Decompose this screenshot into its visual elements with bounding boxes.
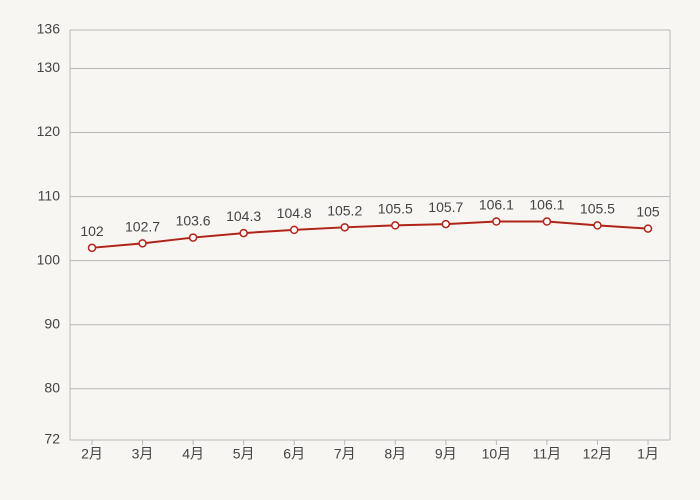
data-marker: [190, 234, 197, 241]
data-label: 104.3: [226, 208, 261, 224]
data-label: 103.6: [176, 213, 211, 229]
x-tick-label: 11月: [533, 445, 562, 461]
x-tick-label: 8月: [384, 445, 406, 461]
y-tick-label: 80: [44, 379, 60, 395]
x-tick-label: 6月: [283, 445, 305, 461]
data-label: 105.2: [327, 202, 362, 218]
y-tick-label: 72: [44, 431, 60, 447]
data-label: 106.1: [479, 197, 514, 213]
x-tick-label: 10月: [482, 445, 512, 461]
y-tick-label: 130: [37, 59, 61, 75]
y-tick-label: 136: [37, 21, 61, 37]
data-marker: [341, 224, 348, 231]
data-label: 102: [80, 223, 104, 239]
data-marker: [442, 221, 449, 228]
data-marker: [139, 240, 146, 247]
data-marker: [240, 230, 247, 237]
x-tick-label: 5月: [233, 445, 255, 461]
y-tick-label: 90: [44, 315, 60, 331]
data-marker: [89, 244, 96, 251]
data-label: 105: [636, 204, 660, 220]
data-marker: [493, 218, 500, 225]
data-marker: [645, 225, 652, 232]
x-tick-label: 2月: [81, 445, 103, 461]
x-tick-label: 9月: [435, 445, 457, 461]
data-label: 105.5: [580, 200, 615, 216]
x-tick-label: 3月: [132, 445, 154, 461]
data-label: 105.5: [378, 200, 413, 216]
line-chart: 72 80 90 100 110 120 130 136 2月 3月 4月 5月 6月 7月 8月 9月 10月…: [0, 0, 700, 500]
data-marker: [543, 218, 550, 225]
data-label: 102.7: [125, 218, 160, 234]
y-tick-label: 120: [37, 123, 61, 139]
x-tick-label: 4月: [182, 445, 204, 461]
y-tick-label: 100: [37, 251, 61, 267]
x-tick-label: 7月: [334, 445, 356, 461]
data-marker: [594, 222, 601, 229]
data-label: 106.1: [529, 197, 564, 213]
x-tick-label: 1月: [637, 445, 659, 461]
y-tick-label: 110: [38, 187, 61, 203]
data-marker: [291, 226, 298, 233]
data-label: 104.8: [277, 205, 312, 221]
chart-svg: 72 80 90 100 110 120 130 136 2月 3月 4月 5月 6月 7月 8月 9月 10月…: [0, 0, 700, 500]
data-marker: [392, 222, 399, 229]
x-tick-label: 12月: [583, 445, 613, 461]
data-label: 105.7: [428, 199, 463, 215]
